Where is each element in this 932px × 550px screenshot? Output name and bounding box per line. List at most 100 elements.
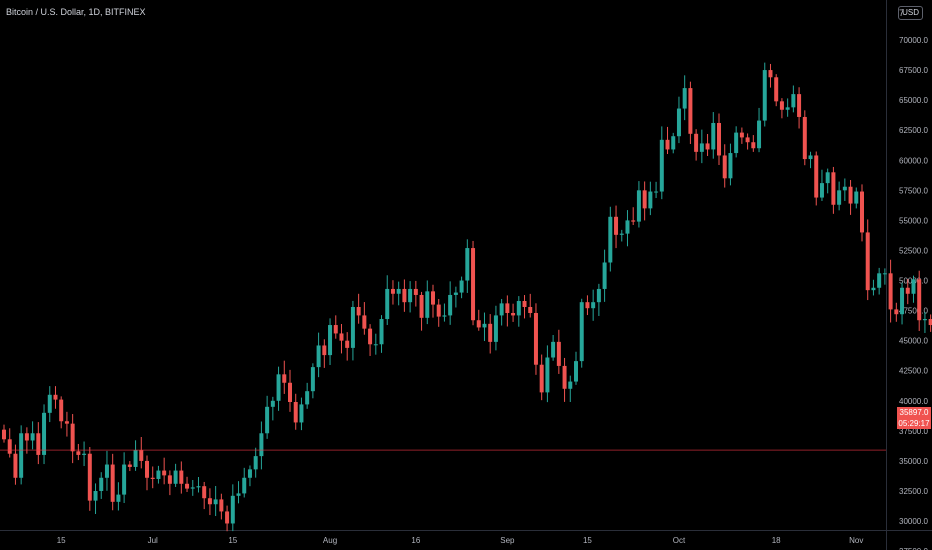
candle-body — [431, 291, 435, 305]
candle-body — [831, 172, 836, 205]
candle-body — [425, 291, 430, 318]
candle-body — [19, 433, 24, 478]
candle-body — [676, 108, 681, 137]
candle-body — [505, 303, 510, 314]
candle-body — [602, 262, 607, 289]
candle-body — [270, 400, 275, 407]
candle-body — [396, 288, 401, 294]
candle-body — [219, 499, 224, 512]
candle-body — [150, 477, 155, 479]
candle-body — [900, 287, 905, 315]
candle-body — [877, 273, 882, 288]
x-tick-label: Sep — [500, 536, 515, 545]
candle-body — [436, 304, 441, 317]
candle-body — [774, 77, 779, 102]
candle-body — [779, 101, 784, 110]
candle-body — [305, 391, 310, 405]
candle-body — [493, 315, 498, 342]
candle-body — [379, 319, 384, 345]
candle-body — [568, 381, 573, 389]
candle-body — [882, 273, 887, 275]
currency-badge[interactable]: USD — [898, 6, 923, 20]
candle-body — [636, 190, 641, 222]
candle-body — [762, 70, 767, 121]
candle-body — [802, 116, 807, 160]
candle-body — [408, 288, 413, 303]
candle-body — [654, 191, 659, 193]
candle-body — [82, 453, 87, 455]
candle-body — [242, 477, 247, 494]
candle-body — [207, 498, 212, 505]
candle-body — [59, 399, 64, 422]
candle-body — [190, 487, 195, 489]
candle-body — [265, 406, 270, 434]
candle-body — [162, 470, 167, 476]
candle-body — [619, 233, 624, 235]
y-tick-label: 32500.0 — [899, 487, 928, 496]
candle-body — [156, 470, 161, 479]
candle-body — [539, 364, 544, 393]
candle-body — [551, 341, 556, 358]
candle-body — [631, 220, 636, 222]
candle-body — [728, 153, 733, 179]
candle-body — [791, 94, 796, 108]
candle-body — [345, 340, 350, 348]
candle-body — [53, 394, 58, 400]
last-price-value: 35897.0 — [899, 408, 929, 417]
candle-body — [745, 137, 750, 143]
candle-body — [625, 220, 630, 234]
bar-countdown: 05:29:17 — [898, 419, 930, 428]
candle-body — [797, 94, 802, 117]
candle-body — [87, 453, 92, 501]
price-scale-clipped-label: 7 — [899, 8, 905, 18]
candle-body — [562, 365, 567, 389]
candle-body — [459, 280, 464, 293]
y-tick-label: 62500.0 — [899, 126, 928, 135]
candle-body — [116, 494, 121, 502]
candle-body — [499, 303, 504, 316]
candle-body — [282, 374, 287, 383]
y-tick-label: 45000.0 — [899, 337, 928, 346]
candle-body — [127, 464, 132, 467]
y-tick-label: 60000.0 — [899, 156, 928, 165]
candle-body — [133, 450, 138, 467]
candle-body — [614, 216, 619, 235]
y-tick-label: 55000.0 — [899, 216, 928, 225]
candle-body — [905, 287, 910, 294]
candle-body — [339, 333, 344, 341]
candle-body — [356, 306, 361, 316]
candle-body — [30, 433, 35, 441]
candle-body — [442, 315, 447, 317]
candle-body — [167, 475, 172, 484]
candle-body — [202, 486, 207, 499]
candle-body — [757, 120, 762, 149]
candle-body — [465, 248, 470, 281]
y-tick-label: 65000.0 — [899, 96, 928, 105]
candle-body — [476, 320, 481, 328]
candle-body — [665, 139, 670, 150]
candle-body — [808, 155, 813, 160]
candle-body — [7, 439, 12, 454]
y-tick-label: 47500.0 — [899, 307, 928, 316]
candle-body — [865, 232, 870, 291]
x-tick-label: Aug — [323, 536, 337, 545]
candle-body — [145, 460, 149, 478]
x-tick-label: 15 — [583, 536, 592, 545]
candle-body — [76, 451, 81, 455]
candle-body — [333, 325, 338, 334]
candle-body — [528, 306, 533, 314]
candle-body — [705, 143, 710, 150]
candle-body — [173, 470, 178, 484]
candle-body — [230, 495, 235, 524]
candle-body — [711, 122, 716, 150]
candle-body — [368, 328, 373, 345]
y-tick-label: 57500.0 — [899, 186, 928, 195]
candle-body — [785, 107, 790, 110]
candle-body — [722, 155, 727, 179]
candle-body — [185, 483, 190, 489]
candle-body — [837, 190, 842, 205]
y-tick-label: 52500.0 — [899, 246, 928, 255]
candle-body — [471, 248, 476, 321]
candle-body — [24, 433, 29, 441]
